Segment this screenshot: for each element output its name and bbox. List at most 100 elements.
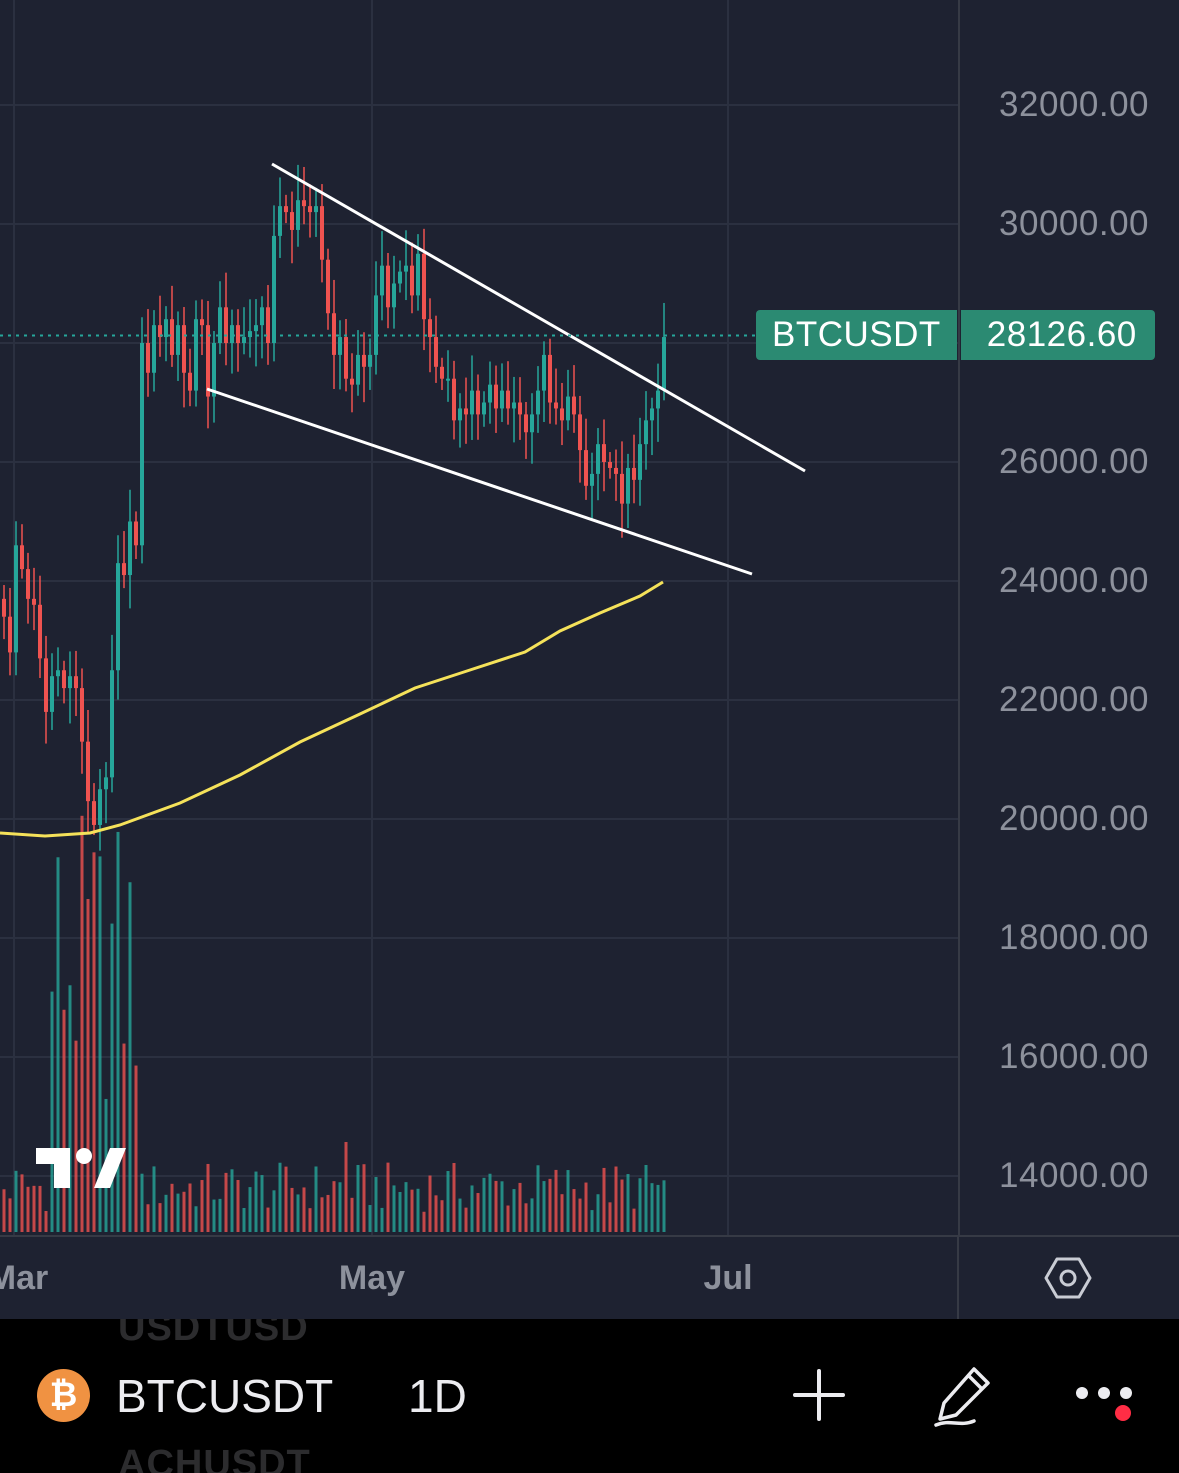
volume-bar <box>2 1189 6 1232</box>
add-button[interactable] <box>783 1359 855 1431</box>
volume-bar <box>590 1210 594 1232</box>
price-tick-label: 16000.00 <box>999 1037 1149 1076</box>
time-label-mar: Mar <box>0 1259 49 1297</box>
candle-body <box>62 670 66 689</box>
candle-body <box>104 777 108 790</box>
candle-body <box>590 473 594 486</box>
volume-bar <box>338 1182 342 1232</box>
candle-body <box>272 235 276 343</box>
volume-bar <box>92 852 96 1232</box>
candle-body <box>248 331 252 338</box>
chart-settings-button[interactable] <box>1040 1253 1096 1303</box>
candle-body <box>170 319 174 355</box>
candle-body <box>554 402 558 409</box>
volume-bar <box>446 1171 450 1232</box>
volume-bar <box>560 1194 564 1232</box>
candle-body <box>14 545 18 653</box>
chart-canvas[interactable] <box>0 0 958 1235</box>
more-options-button[interactable] <box>1070 1359 1142 1431</box>
candle-body <box>38 604 42 659</box>
volume-bar <box>428 1175 432 1232</box>
volume-bar <box>194 1206 198 1232</box>
candle-body <box>368 354 372 367</box>
candle-body <box>86 741 90 802</box>
candle-body <box>374 295 378 355</box>
last-price-badge: BTCUSDT 28126.60 <box>0 310 1155 361</box>
candle-body <box>404 265 408 272</box>
candle-body <box>614 467 618 474</box>
volume-bar <box>416 1188 420 1232</box>
volume-bar <box>614 1166 618 1232</box>
candle-body <box>26 569 30 599</box>
candle-body <box>242 337 246 343</box>
candle-body <box>524 414 528 433</box>
candle-body <box>656 390 660 409</box>
volume-bar <box>242 1208 246 1232</box>
volume-bar <box>314 1166 318 1232</box>
volume-bar <box>536 1165 540 1232</box>
volume-bar <box>218 1198 222 1232</box>
volume-bar <box>530 1198 534 1232</box>
volume-bar <box>8 1198 12 1232</box>
badge-price: 28126.60 <box>960 310 1155 361</box>
volume-bar <box>182 1191 186 1232</box>
candle-body <box>254 325 258 332</box>
volume-bar <box>230 1169 234 1232</box>
candle-body <box>44 658 48 712</box>
candle-body <box>344 337 348 379</box>
volume-bar <box>350 1197 354 1232</box>
candle-body <box>584 450 588 486</box>
volume-bar <box>188 1183 192 1232</box>
volume-bar <box>170 1183 174 1232</box>
volume-bar <box>98 856 102 1232</box>
axis-divider <box>957 1237 959 1319</box>
price-tick-label: 32000.00 <box>999 85 1149 124</box>
candle-body <box>134 521 138 546</box>
candle-body <box>536 390 540 415</box>
volume-bar <box>254 1171 258 1232</box>
volume-bar <box>542 1181 546 1232</box>
price-tick-label: 30000.00 <box>999 204 1149 243</box>
volume-bar <box>302 1187 306 1232</box>
candle-body <box>290 212 294 230</box>
interval-selector[interactable]: 1D <box>408 1370 467 1422</box>
candle-body <box>140 343 144 546</box>
volume-bar <box>332 1181 336 1232</box>
plus-icon <box>793 1369 845 1421</box>
volume-bar <box>506 1205 510 1232</box>
symbol-selector[interactable]: BTCUSDT <box>116 1370 334 1422</box>
candle-body <box>548 354 552 403</box>
volume-bar <box>344 1142 348 1232</box>
candle-body <box>452 378 456 421</box>
candle-body <box>560 408 564 421</box>
upper-trendline <box>271 162 806 473</box>
volume-bar <box>164 1194 168 1232</box>
ghost-list-item: ACHUSDT <box>118 1443 311 1473</box>
tradingview-logo <box>32 1140 128 1201</box>
candle-body <box>146 343 150 373</box>
volume-bar <box>422 1211 426 1232</box>
candle-body <box>488 384 492 403</box>
candle-body <box>470 390 474 415</box>
candle-body <box>638 444 642 480</box>
candle-body <box>572 396 576 415</box>
falling-wedge-trendlines[interactable] <box>206 162 806 576</box>
volume-bar <box>626 1174 630 1232</box>
candle-body <box>20 545 24 570</box>
chart-area[interactable] <box>0 0 958 1235</box>
bitcoin-icon[interactable]: ₿ <box>37 1369 90 1422</box>
volume-bar <box>206 1163 210 1232</box>
volume-bar <box>86 899 90 1232</box>
hexagon-settings-icon <box>1044 1257 1092 1299</box>
time-axis[interactable]: Mar May Jul <box>0 1235 1179 1319</box>
candle-body <box>56 670 60 677</box>
drawing-tools-button[interactable] <box>928 1359 1000 1431</box>
candle-body <box>398 271 402 284</box>
volume-bar <box>554 1169 558 1232</box>
candle-body <box>302 200 306 207</box>
volume-bar <box>236 1180 240 1232</box>
candle-body <box>110 670 114 778</box>
candle-body <box>152 325 156 373</box>
candle-body <box>284 206 288 213</box>
price-axis[interactable]: 32000.00 30000.00 26000.00 24000.00 22000.00… <box>958 0 1179 1235</box>
